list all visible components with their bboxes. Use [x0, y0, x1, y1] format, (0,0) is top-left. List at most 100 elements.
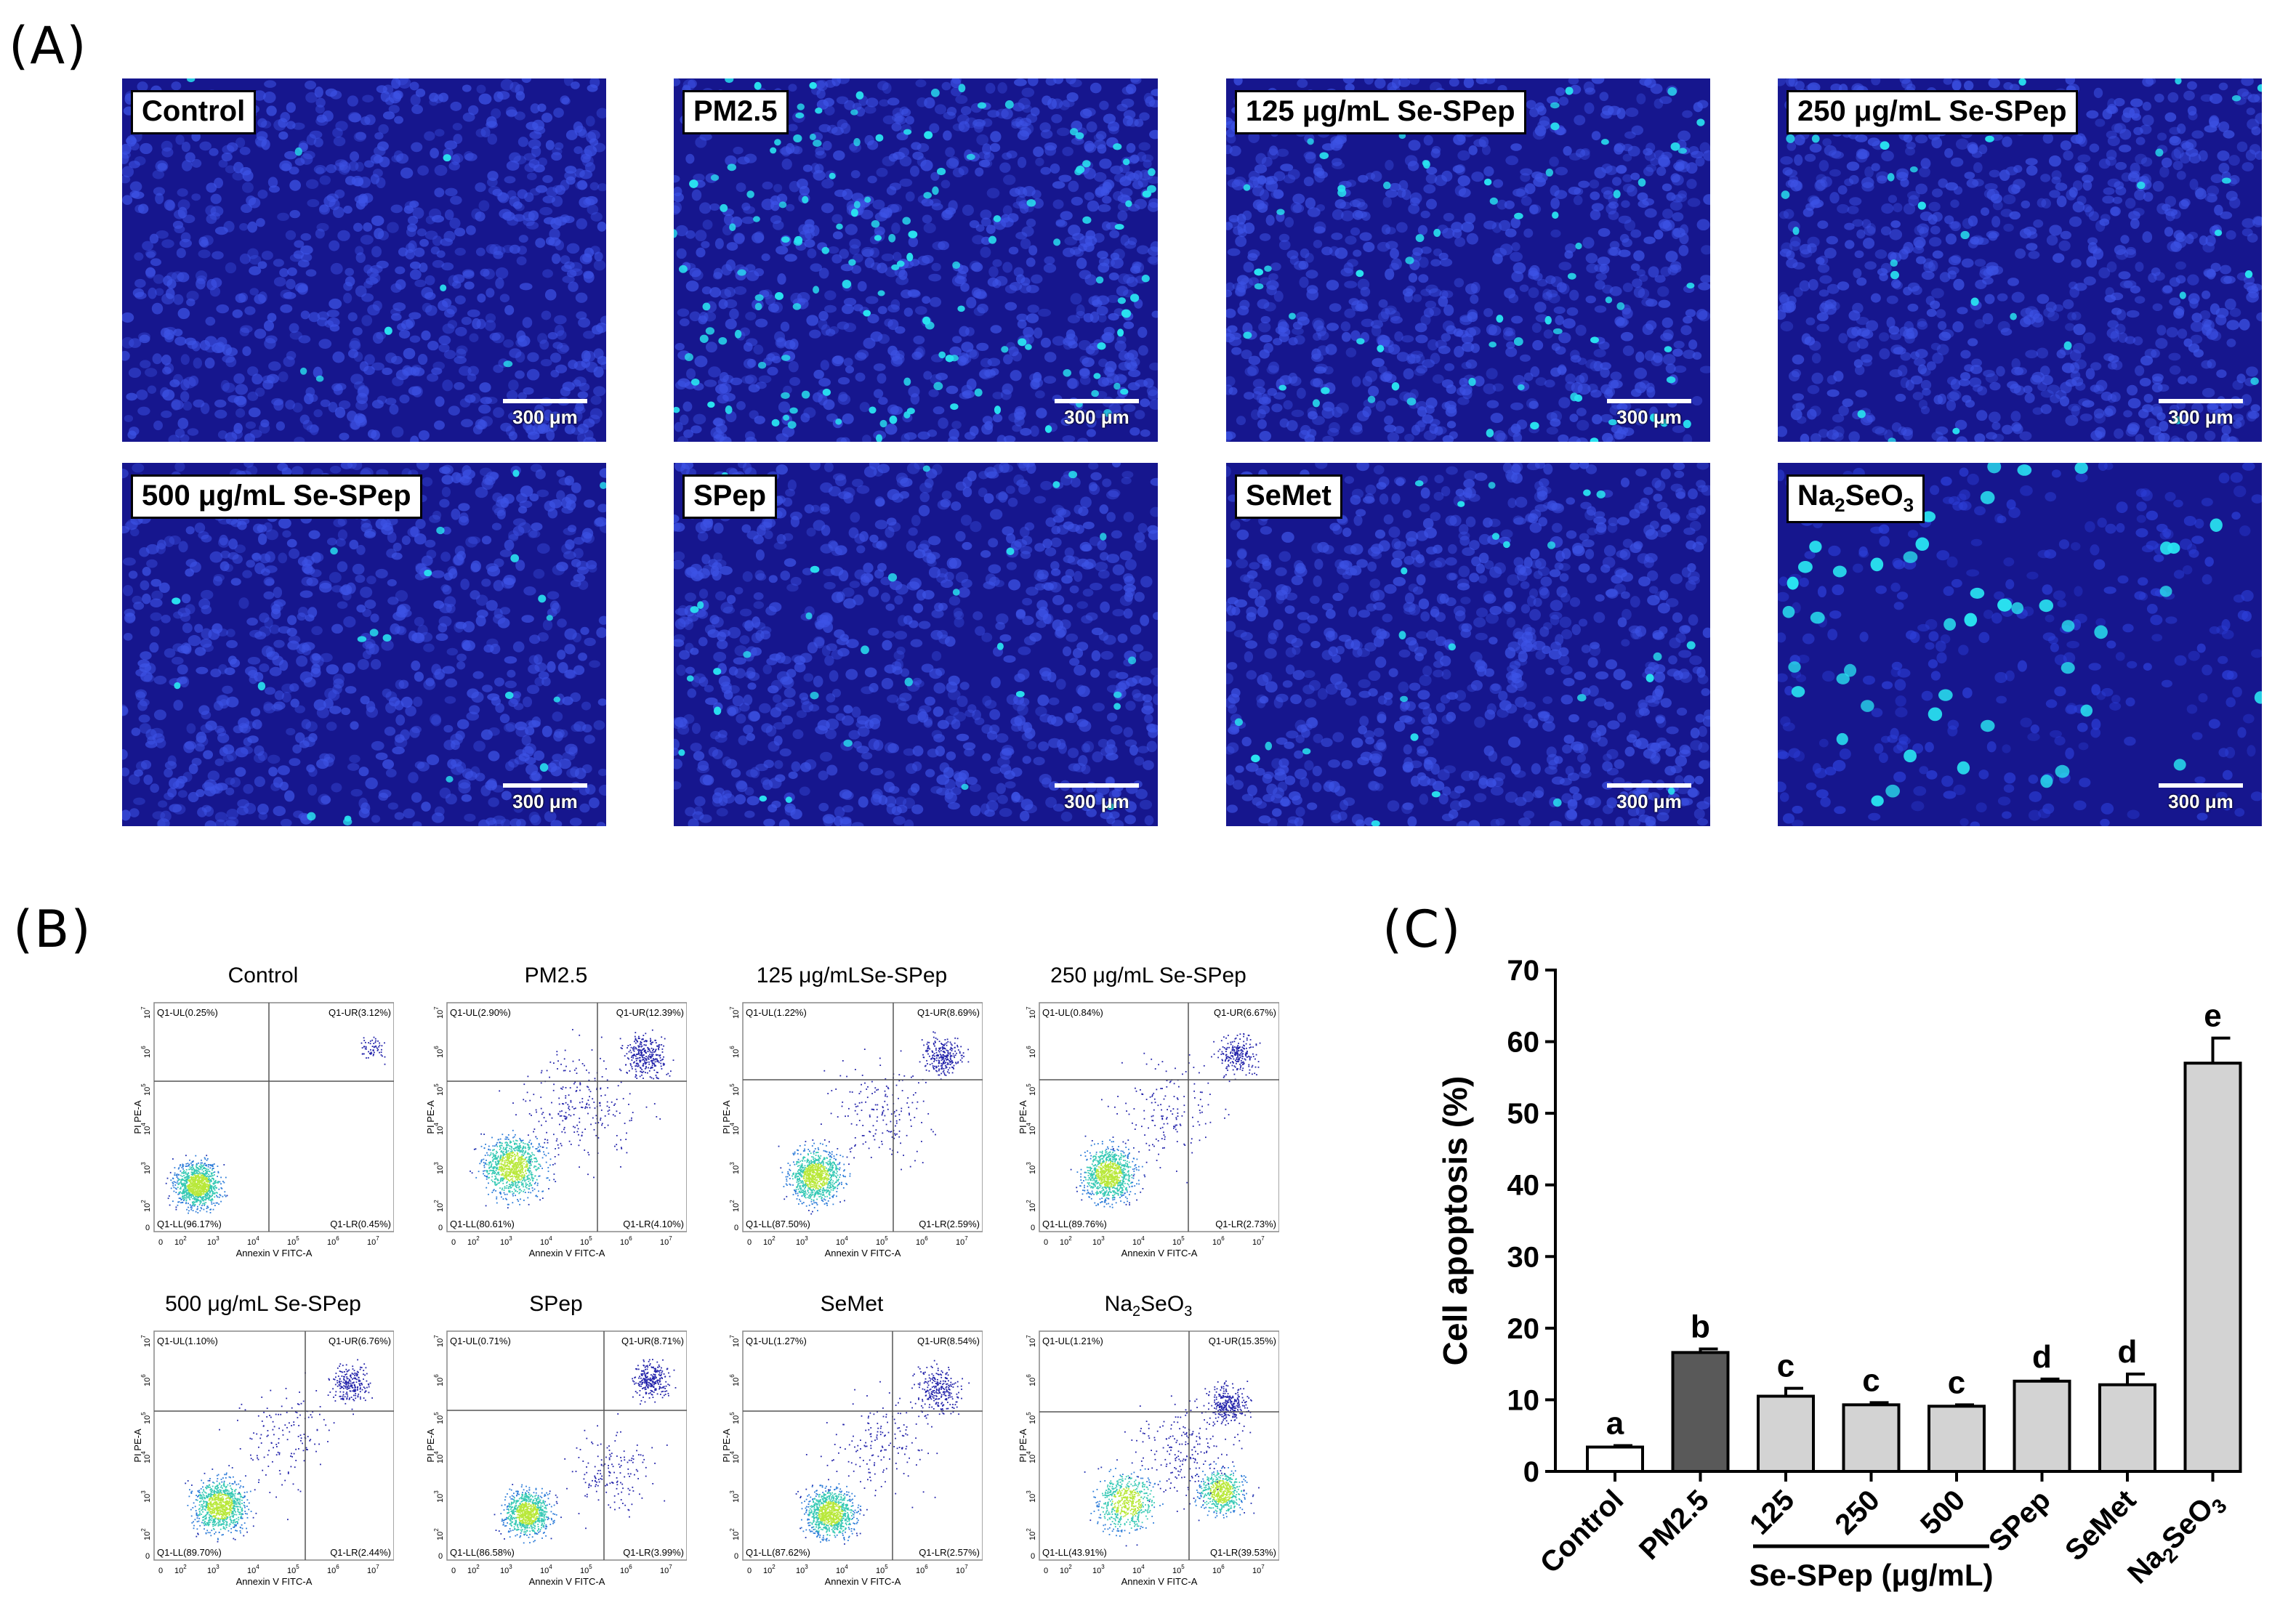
quadrant-ur: Q1-UR(6.67%) — [1214, 1007, 1276, 1018]
flow-plot-title: Control — [227, 964, 299, 987]
y-tick: 105 — [729, 1083, 741, 1096]
quadrant-ul: Q1-UL(2.90%) — [450, 1007, 511, 1018]
x-axis-label: Annexin V FITC-A — [529, 1576, 605, 1587]
x-tick-label: SPep — [1983, 1484, 2057, 1558]
quadrant-ur: Q1-UR(3.12%) — [329, 1007, 391, 1018]
x-tick: 102 — [763, 1564, 776, 1575]
y-tick: 106 — [433, 1046, 445, 1058]
flow-plot-7: Na2SeO3 Q1-UL(1.21%) Q1-UR(15.35%) Q1-LL(43… — [1018, 1292, 1279, 1591]
micrograph-0: Control 300 μm — [122, 78, 606, 442]
bar-0 — [1586, 1445, 1644, 1474]
x-tick: 106 — [1212, 1564, 1225, 1575]
micrograph-image — [674, 78, 1158, 442]
y-tick: 105 — [433, 1412, 445, 1424]
y-tick-zero: 0 — [145, 1224, 150, 1232]
x-tick: 104 — [247, 1564, 259, 1575]
flow-plot-title: 125 μg/mLSe-SPep — [756, 964, 948, 987]
x-tick-label: Control — [1534, 1484, 1630, 1580]
y-axis-label: PI PE-A — [132, 1100, 143, 1134]
quadrant-ll: Q1-LL(87.50%) — [746, 1219, 810, 1229]
micrograph-label: 125 μg/mL Se-SPep — [1235, 90, 1526, 134]
flow-plot-title: SPep — [529, 1292, 583, 1316]
x-tick-zero: 0 — [747, 1238, 752, 1247]
x-tick: 106 — [1212, 1235, 1225, 1247]
x-tick: 107 — [367, 1564, 379, 1575]
flow-plot-6: SeMet Q1-UL(1.27%) Q1-UR(8.54%) Q1-LL(87.62… — [721, 1292, 983, 1591]
x-tick: 107 — [660, 1564, 672, 1575]
x-tick: 104 — [1132, 1564, 1145, 1575]
x-tick: 103 — [207, 1564, 219, 1575]
y-tick: 107 — [140, 1335, 152, 1347]
x-tick: 105 — [1172, 1235, 1185, 1247]
significance-letter: d — [2118, 1334, 2138, 1370]
quadrant-lr: Q1-LR(39.53%) — [1210, 1547, 1276, 1558]
bar-5 — [2013, 1379, 2071, 1473]
x-tick: 106 — [620, 1564, 632, 1575]
y-tick: 106 — [1026, 1046, 1037, 1058]
micrograph-6: SeMet 300 μm — [1226, 463, 1710, 826]
y-tick: 107 — [433, 1006, 445, 1019]
y-tick: 103 — [1026, 1490, 1037, 1503]
quadrant-ul: Q1-UL(1.22%) — [746, 1007, 807, 1018]
y-tick: 105 — [729, 1412, 741, 1424]
quadrant-ul: Q1-UL(1.10%) — [157, 1336, 218, 1346]
flow-plot-frame — [742, 1330, 983, 1561]
y-tick: 106 — [729, 1374, 741, 1386]
y-tick-zero: 0 — [734, 1224, 738, 1232]
bar-7 — [2183, 1062, 2242, 1473]
y-tick: 102 — [729, 1200, 741, 1212]
x-tick: 102 — [1060, 1235, 1072, 1247]
x-tick: 102 — [763, 1235, 776, 1247]
x-tick: 103 — [1092, 1564, 1105, 1575]
quadrant-lr: Q1-LR(3.99%) — [623, 1547, 684, 1558]
quadrant-lr: Q1-LR(4.10%) — [623, 1219, 684, 1229]
x-tick-zero: 0 — [1044, 1567, 1048, 1575]
flow-plot-4: 500 μg/mL Se-SPep Q1-UL(1.10%) Q1-UR(6.76%… — [132, 1292, 394, 1591]
micrograph-label: Control — [131, 90, 257, 134]
flow-plot-frame — [446, 1330, 687, 1561]
flow-plot-title: 250 μg/mL Se-SPep — [1050, 964, 1246, 987]
y-tick-label: 70 — [1507, 955, 1540, 987]
x-tick: 104 — [836, 1235, 848, 1247]
y-tick: 107 — [1026, 1335, 1037, 1347]
quadrant-ur: Q1-UR(8.71%) — [621, 1336, 684, 1346]
y-tick: 102 — [1026, 1200, 1037, 1212]
y-tick-zero: 0 — [145, 1552, 150, 1561]
flow-plot-frame — [1039, 1002, 1279, 1232]
significance-letter: b — [1691, 1309, 1710, 1344]
micrograph-label: Na2SeO3 — [1787, 474, 1925, 523]
micrograph-label: PM2.5 — [682, 90, 789, 134]
quadrant-ll: Q1-LL(43.91%) — [1042, 1547, 1107, 1558]
apoptosis-bar-chart: 0 10 20 30 40 50 60 70 Cell apoptosis (%) a Contro… — [1436, 955, 2242, 1592]
scale-bar: 300 μm — [503, 399, 587, 429]
x-tick: 102 — [174, 1564, 187, 1575]
y-tick: 102 — [433, 1200, 445, 1212]
x-tick: 102 — [174, 1235, 187, 1247]
scale-bar: 300 μm — [1607, 783, 1691, 813]
y-tick-zero: 0 — [438, 1552, 443, 1561]
y-tick-label: 20 — [1507, 1313, 1540, 1345]
micrograph-image — [122, 463, 606, 826]
x-tick: 104 — [540, 1235, 552, 1247]
flow-plot-5: SPep Q1-UL(0.71%) Q1-UR(8.71%) Q1-LL(86.58%… — [425, 1292, 687, 1591]
flow-plot-frame — [1039, 1330, 1279, 1561]
quadrant-ur: Q1-UR(12.39%) — [616, 1007, 684, 1018]
x-tick: 104 — [540, 1564, 552, 1575]
scale-bar-label: 300 μm — [1064, 406, 1129, 428]
x-tick: 106 — [916, 1235, 928, 1247]
y-axis-label: PI PE-A — [1018, 1429, 1028, 1463]
quadrant-lr: Q1-LR(2.59%) — [919, 1219, 980, 1229]
micrograph-2: 125 μg/mL Se-SPep 300 μm — [1226, 78, 1710, 442]
x-tick: 106 — [327, 1235, 339, 1247]
x-tick: 105 — [580, 1235, 592, 1247]
y-tick: 106 — [433, 1374, 445, 1386]
y-tick-label: 40 — [1507, 1170, 1540, 1202]
flow-plot-title: PM2.5 — [524, 964, 588, 987]
y-tick: 102 — [1026, 1528, 1037, 1540]
y-tick: 103 — [433, 1490, 445, 1503]
quadrant-ll: Q1-LL(80.61%) — [450, 1219, 515, 1229]
scale-bar-label: 300 μm — [512, 791, 578, 812]
flow-plot-2: 125 μg/mLSe-SPep Q1-UL(1.22%) Q1-UR(8.69%)… — [721, 964, 983, 1263]
x-tick-zero: 0 — [747, 1567, 752, 1575]
y-tick: 103 — [1026, 1162, 1037, 1174]
